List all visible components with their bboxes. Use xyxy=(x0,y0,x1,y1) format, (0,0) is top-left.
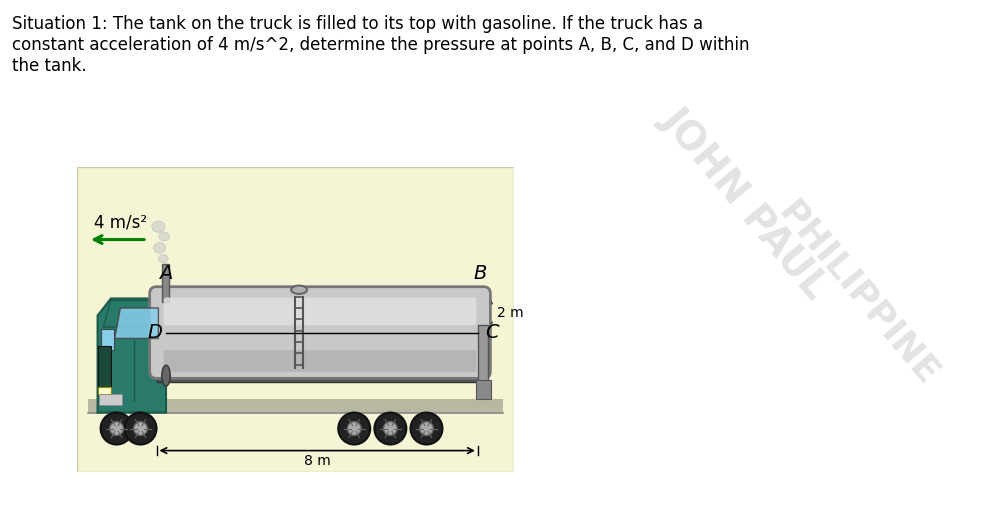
FancyBboxPatch shape xyxy=(164,298,476,325)
Ellipse shape xyxy=(154,243,166,254)
Text: 2 m: 2 m xyxy=(497,306,524,320)
Polygon shape xyxy=(114,308,159,339)
Bar xyxy=(98,346,110,388)
Text: 4 m/s²: 4 m/s² xyxy=(94,213,147,232)
Bar xyxy=(100,393,122,405)
Ellipse shape xyxy=(159,255,169,263)
Bar xyxy=(476,380,491,400)
Ellipse shape xyxy=(109,422,123,436)
FancyBboxPatch shape xyxy=(164,350,476,372)
Bar xyxy=(102,329,113,350)
Text: JOHN PAUL: JOHN PAUL xyxy=(654,100,835,306)
Ellipse shape xyxy=(420,422,433,436)
Text: D: D xyxy=(147,323,163,342)
Ellipse shape xyxy=(124,413,157,445)
Bar xyxy=(478,325,488,382)
Ellipse shape xyxy=(162,365,171,386)
Ellipse shape xyxy=(384,422,397,436)
Ellipse shape xyxy=(291,285,307,294)
Polygon shape xyxy=(104,300,164,327)
Ellipse shape xyxy=(375,413,406,445)
Bar xyxy=(98,387,110,393)
Text: 8 m: 8 m xyxy=(304,454,330,468)
Polygon shape xyxy=(98,299,166,413)
Ellipse shape xyxy=(152,221,165,232)
Text: A: A xyxy=(160,264,173,283)
Ellipse shape xyxy=(410,413,443,445)
Bar xyxy=(88,400,503,413)
Text: PHILIPPINE: PHILIPPINE xyxy=(771,196,945,392)
Text: B: B xyxy=(473,264,486,283)
FancyBboxPatch shape xyxy=(150,287,490,378)
Ellipse shape xyxy=(134,422,147,436)
Ellipse shape xyxy=(347,422,361,436)
Text: C: C xyxy=(485,323,499,342)
Text: Situation 1: The tank on the truck is filled to its top with gasoline. If the tr: Situation 1: The tank on the truck is fi… xyxy=(12,15,749,75)
Ellipse shape xyxy=(101,413,132,445)
Bar xyxy=(163,264,169,302)
Bar xyxy=(157,372,483,382)
Ellipse shape xyxy=(338,413,370,445)
Ellipse shape xyxy=(159,232,170,241)
